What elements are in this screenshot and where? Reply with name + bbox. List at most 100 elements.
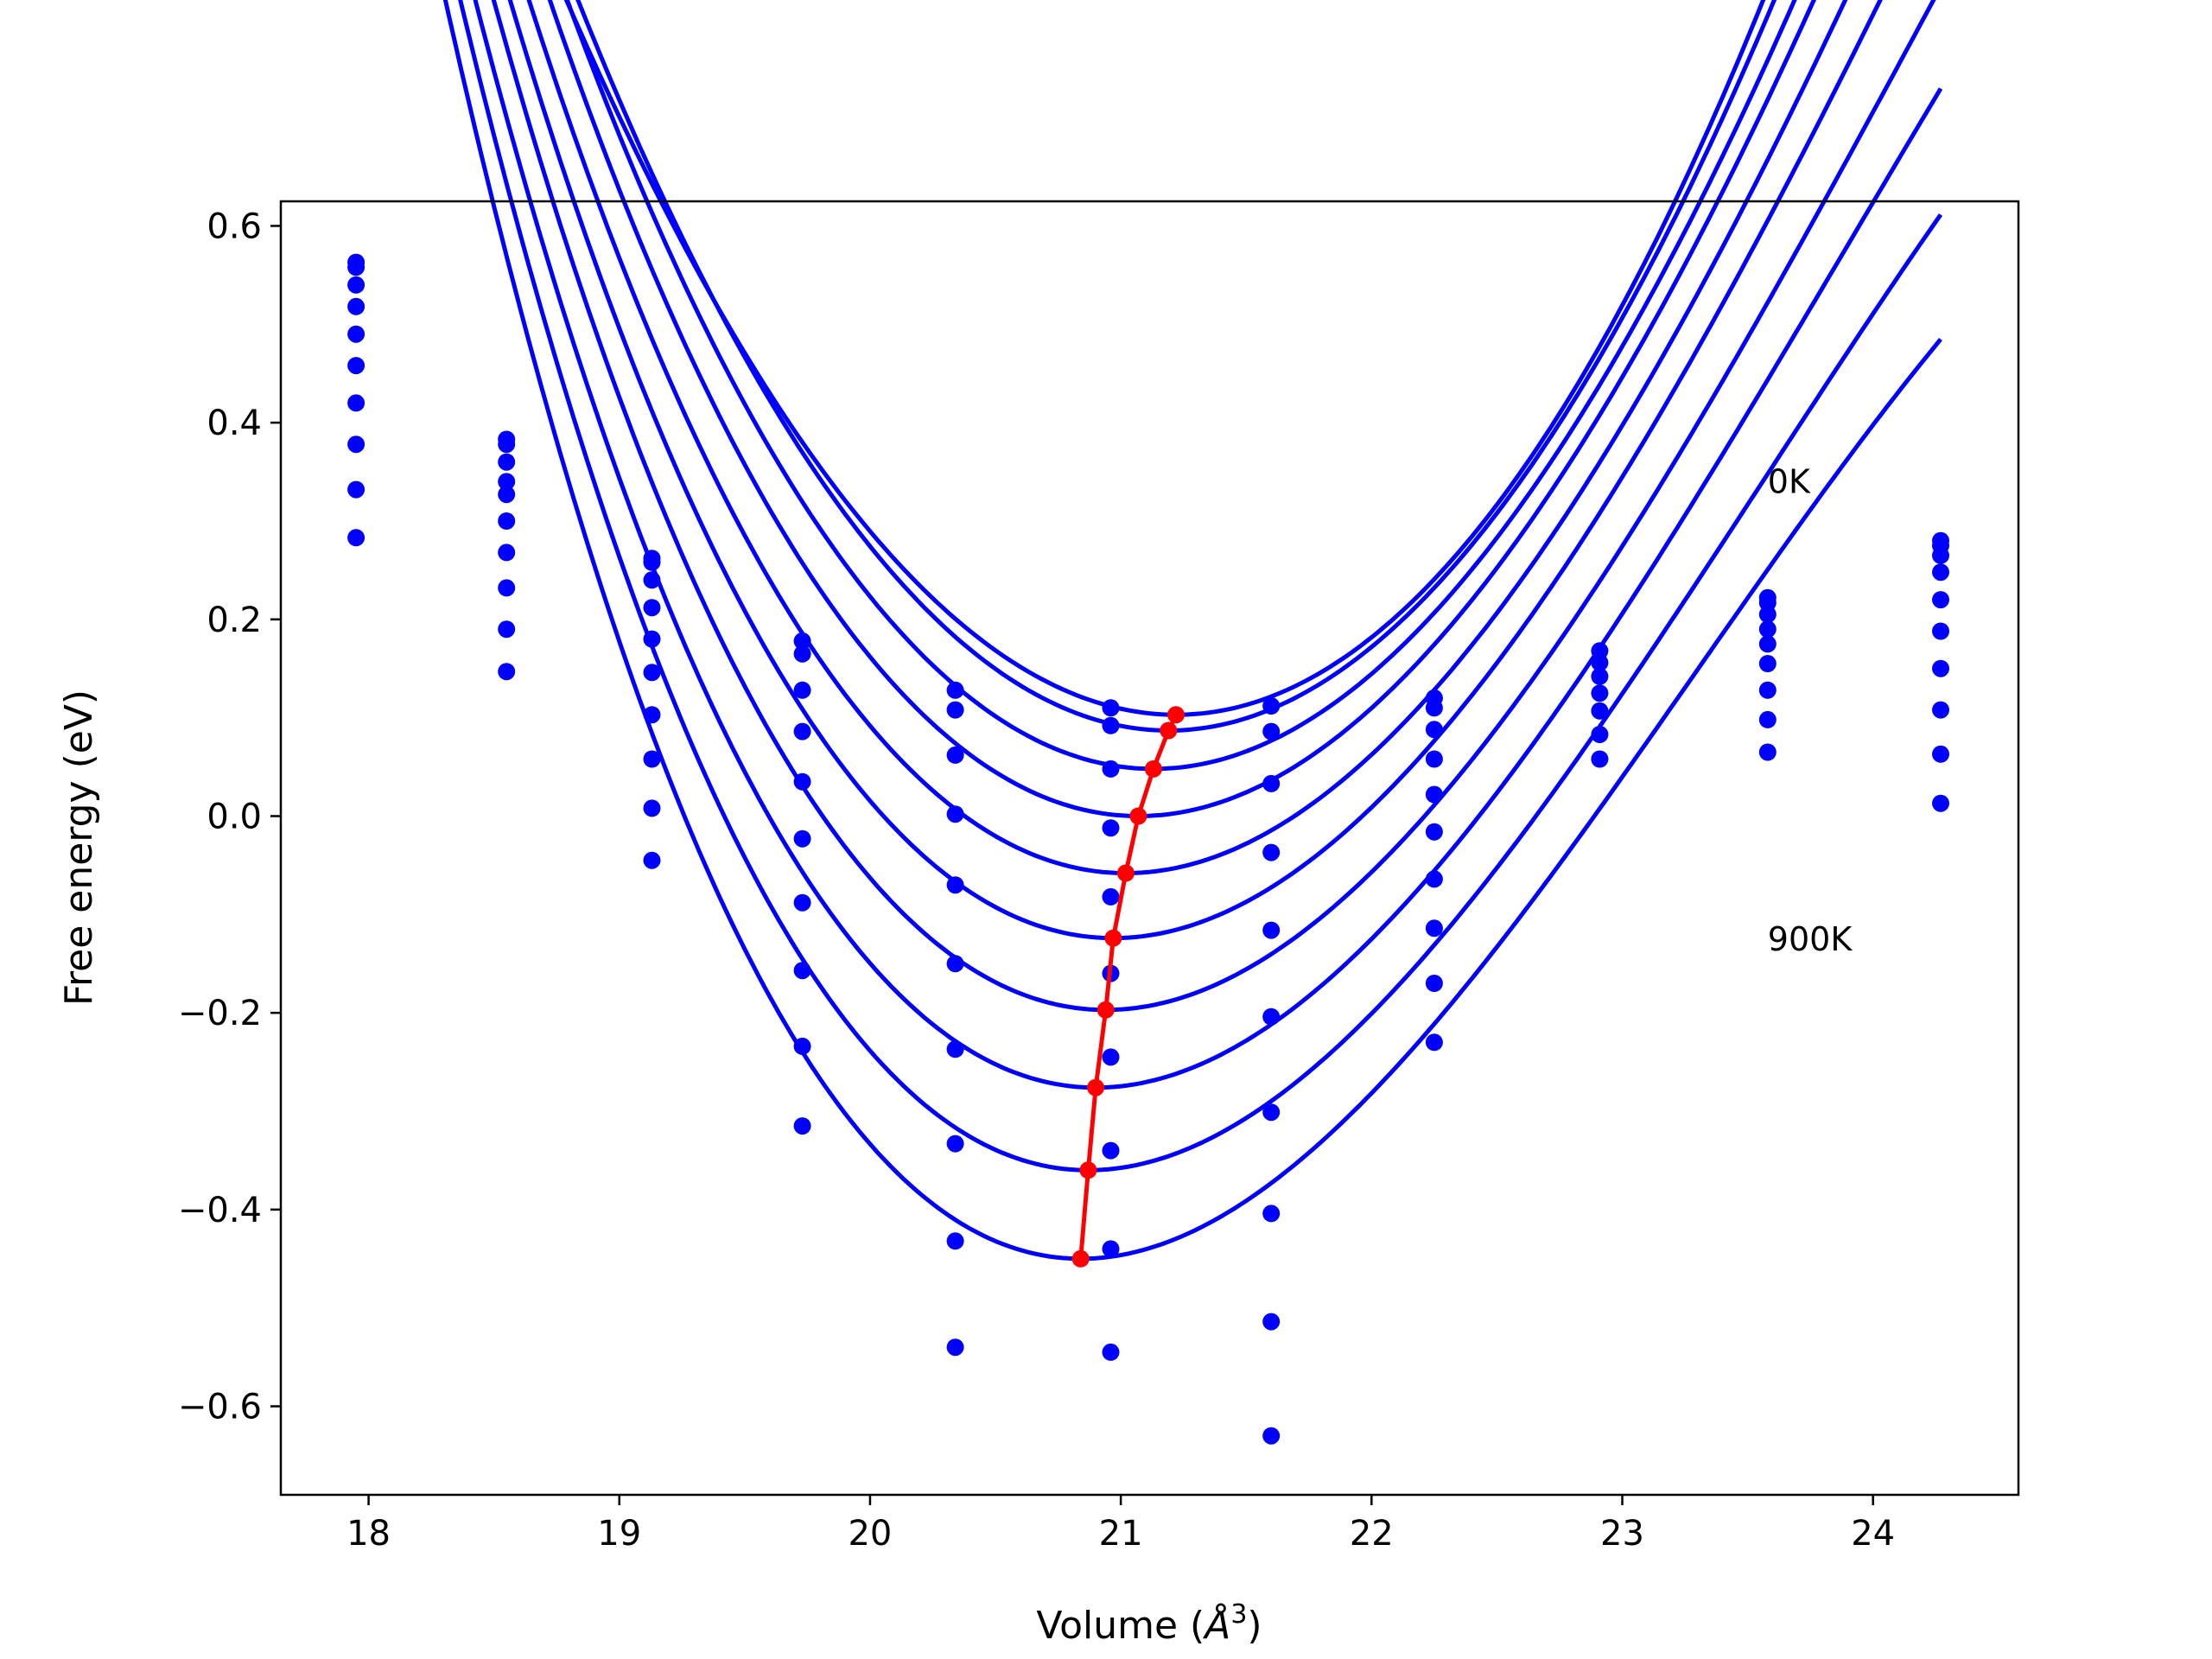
fit-curve-2 <box>575 0 1777 734</box>
fit-curve-6 <box>507 0 1883 941</box>
data-point-v1-7 <box>347 394 365 412</box>
axis-ticks: 18 19 20 21 22 23 24 −0.6 −0.4 −0.2 0.0 0.2 0.4 0.6 <box>178 207 1895 1554</box>
data-point-v4-10 <box>793 1117 811 1135</box>
data-point-v10-8 <box>1758 710 1777 728</box>
data-point-v1-2 <box>347 258 365 276</box>
data-point-v4-5 <box>793 772 811 791</box>
data-point-v3-8 <box>643 750 661 768</box>
y-tick-label: 0.4 <box>207 404 262 443</box>
data-point-v11-5 <box>1932 591 1949 609</box>
x-tick-label: 18 <box>346 1514 391 1554</box>
data-point-v11-6 <box>1932 622 1949 640</box>
data-point-v5-10 <box>946 1338 964 1357</box>
y-tick-label: 0.2 <box>207 601 262 640</box>
data-point-v9-7 <box>1591 750 1609 768</box>
data-point-v7-1 <box>1262 697 1281 715</box>
data-point-v8-5 <box>1425 785 1443 804</box>
data-point-v4-7 <box>793 893 811 912</box>
fit-curve-8 <box>473 0 1943 1090</box>
x-tick-label: 20 <box>848 1514 892 1554</box>
x-axis-title: Volume (Å3) <box>1036 1599 1262 1648</box>
data-point-v6-8 <box>1102 1141 1120 1160</box>
plot-marks <box>347 0 1949 1445</box>
data-point-v11-10 <box>1932 794 1949 812</box>
data-point-v5-8 <box>946 1135 964 1153</box>
x-tick-label: 19 <box>597 1514 641 1554</box>
y-tick-label: −0.4 <box>178 1191 262 1230</box>
data-point-v1-6 <box>347 357 365 375</box>
data-point-v2-6 <box>498 512 516 530</box>
data-point-v6-1 <box>1102 699 1120 717</box>
data-point-v10-7 <box>1758 681 1777 699</box>
y-tick-label: −0.2 <box>178 994 262 1033</box>
data-point-v8-7 <box>1425 870 1443 888</box>
x-axis-title-main: Volume ( <box>1036 1604 1205 1648</box>
fit-curve-5 <box>526 0 1848 875</box>
data-point-v6-4 <box>1102 819 1120 837</box>
x-tick-label: 21 <box>1099 1514 1143 1554</box>
data-point-v3-5 <box>643 630 661 648</box>
data-point-v4-9 <box>793 1037 811 1055</box>
data-point-v6-10 <box>1102 1343 1120 1361</box>
data-point-v5-3 <box>946 746 964 764</box>
data-point-v9-5 <box>1591 702 1609 720</box>
data-point-v3-6 <box>643 664 661 682</box>
data-point-v5-7 <box>946 1040 964 1058</box>
data-point-v9-3 <box>1591 667 1609 685</box>
data-point-v2-8 <box>498 579 516 597</box>
data-point-v7-9 <box>1262 1313 1281 1331</box>
minimum-point-2 <box>1160 721 1178 740</box>
data-point-v3-2 <box>643 553 661 571</box>
fit-curve-1 <box>563 0 1766 717</box>
data-point-v8-8 <box>1425 919 1443 938</box>
data-point-v10-4 <box>1758 620 1777 639</box>
minima-line <box>1078 714 1179 1260</box>
minimum-point-6 <box>1104 929 1122 947</box>
x-axis-title-close: ) <box>1247 1604 1262 1648</box>
minimum-point-9 <box>1079 1161 1097 1179</box>
fit-curve-4 <box>547 0 1817 818</box>
y-tick-label: −0.6 <box>178 1388 262 1427</box>
minimum-point-1 <box>1167 706 1185 724</box>
data-point-v2-4 <box>498 473 516 491</box>
fit-curve-10 <box>442 0 1942 1262</box>
data-point-v4-1 <box>793 632 811 650</box>
data-point-v8-2 <box>1425 699 1443 717</box>
minimum-point-5 <box>1116 864 1135 882</box>
data-point-v1-8 <box>347 435 365 454</box>
data-point-v7-2 <box>1262 722 1281 741</box>
x-tick-label: 23 <box>1600 1514 1644 1554</box>
x-axis-title-unit: Å <box>1202 1602 1230 1648</box>
data-point-v9-2 <box>1591 653 1609 671</box>
data-point-v1-10 <box>347 529 365 547</box>
data-point-v11-9 <box>1932 745 1949 763</box>
data-point-v11-8 <box>1932 701 1949 719</box>
data-point-v11-4 <box>1932 563 1949 582</box>
data-point-v7-5 <box>1262 921 1281 939</box>
data-point-v8-4 <box>1425 750 1443 768</box>
data-point-v2-7 <box>498 543 516 562</box>
minimum-point-4 <box>1129 807 1147 825</box>
minimum-point-7 <box>1096 1001 1115 1019</box>
annotation-0k: 0K <box>1768 462 1811 500</box>
y-axis-title: Free energy (eV) <box>57 690 101 1006</box>
data-point-v7-10 <box>1262 1427 1281 1445</box>
data-point-v3-9 <box>643 799 661 817</box>
y-tick-label: 0.6 <box>207 207 262 246</box>
data-point-v5-2 <box>946 701 964 719</box>
data-point-v2-3 <box>498 453 516 471</box>
data-point-v8-10 <box>1425 1033 1443 1052</box>
plot-frame <box>279 200 2020 1497</box>
data-point-v8-6 <box>1425 823 1443 841</box>
data-point-v4-4 <box>793 722 811 741</box>
data-point-v2-10 <box>498 663 516 681</box>
data-point-v1-5 <box>347 325 365 343</box>
data-point-v5-6 <box>946 955 964 973</box>
data-point-v7-3 <box>1262 774 1281 792</box>
data-point-v3-7 <box>643 706 661 724</box>
minimum-point-8 <box>1087 1078 1105 1096</box>
x-tick-label: 22 <box>1350 1514 1394 1554</box>
data-point-v10-5 <box>1758 635 1777 653</box>
data-point-v9-4 <box>1591 684 1609 702</box>
